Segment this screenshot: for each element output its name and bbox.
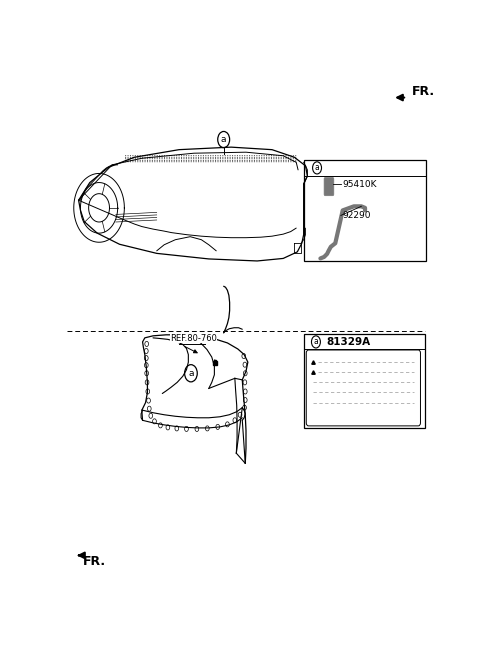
Text: FR.: FR. bbox=[83, 555, 106, 568]
FancyBboxPatch shape bbox=[306, 350, 420, 426]
Text: FR.: FR. bbox=[411, 85, 435, 98]
Text: a: a bbox=[313, 338, 318, 346]
Bar bbox=[304, 334, 424, 428]
Text: a: a bbox=[315, 164, 319, 172]
Text: a: a bbox=[188, 369, 194, 378]
Text: 95410K: 95410K bbox=[343, 179, 377, 189]
Text: a: a bbox=[221, 135, 227, 144]
Bar bbox=[304, 160, 426, 261]
Text: 92290: 92290 bbox=[343, 211, 371, 220]
Text: 81329A: 81329A bbox=[326, 337, 370, 347]
FancyBboxPatch shape bbox=[324, 177, 334, 196]
Text: REF.80-760: REF.80-760 bbox=[170, 334, 216, 344]
